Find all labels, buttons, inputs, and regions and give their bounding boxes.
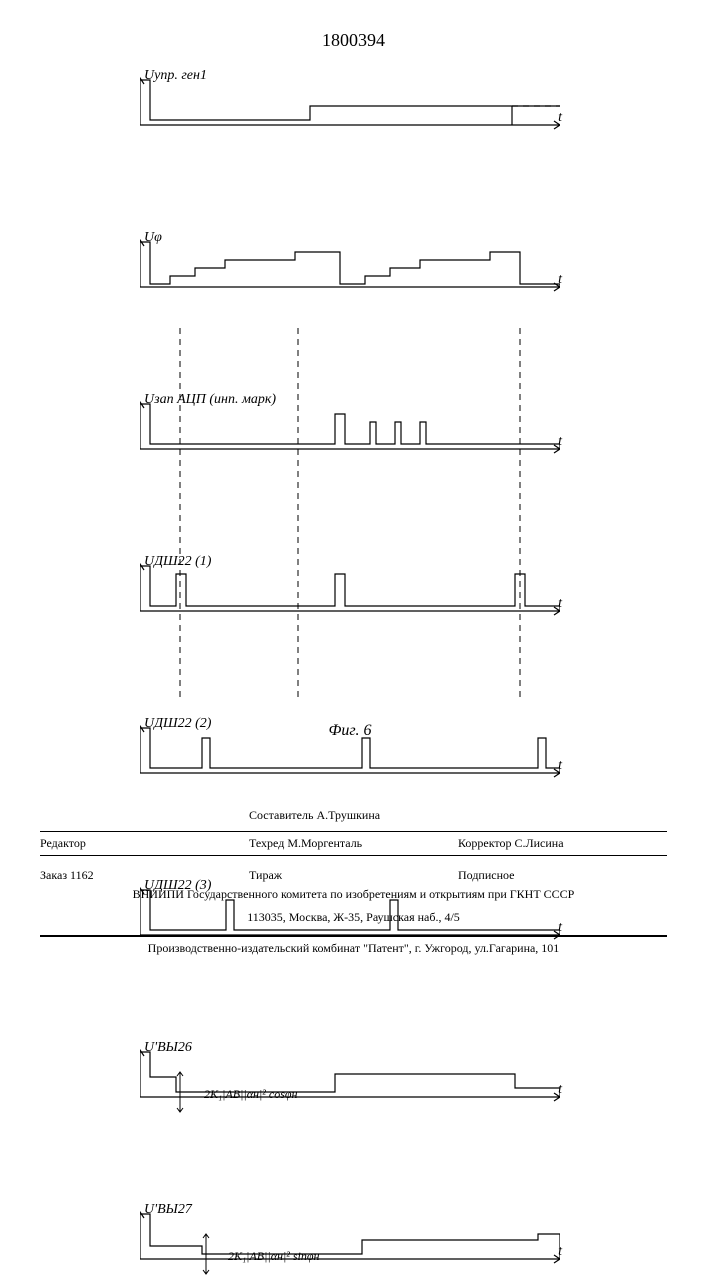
footer-techred: Техред М.Моргенталь [249, 836, 458, 851]
timing-diagram: Uупр. ген1t Uφt Uзап АЦП (инп. марк)t UДШ22… [140, 70, 560, 740]
footer-top-row: Составитель А.Трушкина [40, 806, 667, 825]
waveform [140, 232, 560, 312]
figure-caption: Фиг. 6 [140, 722, 560, 740]
footer-compiler: Составитель А.Трушкина [249, 808, 458, 823]
footer-order: Заказ 1162 [40, 868, 249, 883]
waveform [140, 70, 560, 150]
footer-publisher: Производственно-издательский комбинат "П… [40, 936, 667, 960]
waveform [140, 1042, 560, 1122]
footer-corrector: Корректор С.Лисина [458, 836, 667, 851]
footer-row-2: Заказ 1162 Тираж Подписное ВНИИПИ Госуда… [40, 856, 667, 936]
footer-vniipi: ВНИИПИ Государственного комитета по изоб… [40, 883, 667, 906]
page-number: 1800394 [0, 30, 707, 51]
footer-block: Составитель А.Трушкина Редактор Техред М… [40, 806, 667, 960]
panel-annotation: 2K₁|AB||αн|² sinφн [228, 1249, 319, 1264]
waveform [140, 394, 560, 474]
footer-editor: Редактор [40, 836, 249, 851]
page: 1800394 Uупр. ген1t Uφt Uзап АЦП (инп. мар… [0, 0, 707, 1000]
waveform [140, 556, 560, 636]
panel-7: U'ВЫ26t2K₁|AB||αн|² cosφн [140, 1042, 560, 1124]
waveform [140, 1204, 560, 1284]
footer-address: 113035, Москва, Ж-35, Раушская наб., 4/5 [40, 906, 667, 929]
footer-subscription: Подписное [458, 868, 667, 883]
panel-8: U'ВЫ27t2K₁|AB||αн|² sinφн [140, 1204, 560, 1286]
footer-row-1: Редактор Техред М.Моргенталь Корректор С… [40, 831, 667, 856]
panel-3: Uзап АЦП (инп. марк)t [140, 394, 560, 476]
footer-blank [458, 808, 667, 823]
panel-1: Uупр. ген1t [140, 70, 560, 152]
panel-annotation: 2K₁|AB||αн|² cosφн [204, 1087, 297, 1102]
footer-blank [40, 808, 249, 823]
footer-circulation: Тираж [249, 868, 458, 883]
panel-4: UДШ22 (1)t [140, 556, 560, 638]
panel-2: Uφt [140, 232, 560, 314]
